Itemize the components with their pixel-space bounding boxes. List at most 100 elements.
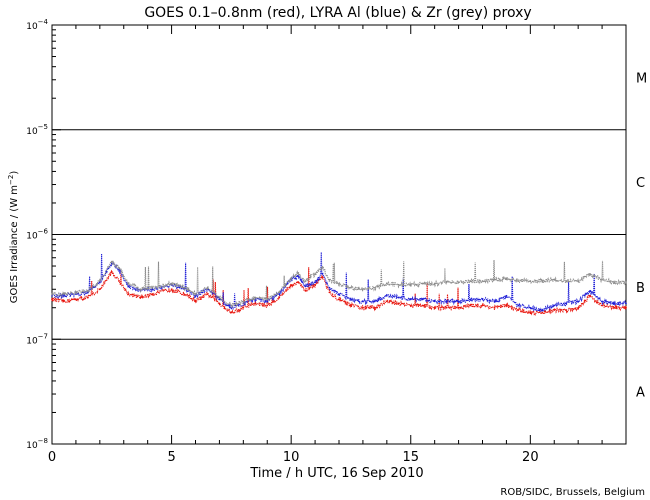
data-point <box>517 304 520 307</box>
credit-text: ROB/SIDC, Brussels, Belgium <box>500 487 645 498</box>
data-point <box>421 282 424 285</box>
data-point <box>421 304 424 307</box>
data-point <box>469 304 472 307</box>
data-point <box>218 296 221 299</box>
data-point <box>433 300 436 303</box>
data-point <box>75 298 77 301</box>
data-point <box>230 311 233 314</box>
y-tick-label: 10−4 <box>26 18 48 32</box>
data-point <box>493 306 496 309</box>
data-point <box>187 288 190 291</box>
data-point <box>373 306 376 309</box>
series-1 <box>51 252 627 313</box>
data-point <box>187 294 190 297</box>
data-point <box>589 273 592 275</box>
data-point <box>127 293 130 295</box>
data-point <box>350 298 352 301</box>
flare-class-m: M <box>636 71 647 86</box>
data-point <box>625 302 627 305</box>
data-point <box>170 282 173 285</box>
data-point <box>529 306 532 309</box>
data-point <box>553 304 556 307</box>
x-axis-ticks: 0 5 10 15 20 <box>48 25 627 465</box>
data-point <box>601 300 603 303</box>
data-point <box>457 300 460 303</box>
data-point <box>613 306 615 309</box>
y-tick-label: 10−6 <box>26 228 48 242</box>
data-point <box>51 293 53 295</box>
x-tick-label: 15 <box>402 450 419 465</box>
data-point <box>118 280 120 282</box>
data-point <box>553 309 556 311</box>
data-point <box>481 304 484 307</box>
data-point <box>110 260 113 263</box>
data-point <box>218 302 221 305</box>
data-point <box>409 298 412 301</box>
data-point <box>194 293 197 295</box>
data-point <box>362 300 364 303</box>
x-tick-label: 0 <box>48 450 56 465</box>
flare-class-labels: A B C M <box>636 71 647 400</box>
data-point <box>529 280 532 282</box>
data-point <box>385 300 388 303</box>
data-point <box>601 278 603 281</box>
data-point <box>297 271 300 274</box>
data-point <box>577 306 580 309</box>
data-point <box>589 289 592 292</box>
data-point <box>328 291 331 294</box>
data-point <box>278 296 281 299</box>
data-point <box>321 266 324 268</box>
y-axis-label-sup: −2 <box>7 175 15 185</box>
data-point <box>505 304 508 307</box>
data-point <box>242 306 245 309</box>
data-point <box>409 304 412 307</box>
data-point <box>151 293 154 295</box>
data-point <box>469 280 472 282</box>
data-point <box>625 281 627 284</box>
data-point <box>304 289 307 292</box>
data-point <box>266 298 269 301</box>
y-axis-label-main: GOES Irradiance / (W m <box>9 185 20 303</box>
flare-threshold-lines <box>52 129 626 340</box>
data-point <box>314 273 316 275</box>
y-tick-label: 10−7 <box>26 332 48 346</box>
series-0 <box>51 267 627 316</box>
data-point <box>373 300 376 303</box>
data-point <box>266 304 269 307</box>
data-point <box>433 282 436 285</box>
data-point <box>314 284 316 286</box>
data-point <box>385 282 388 285</box>
data-point <box>350 286 352 289</box>
chart-title: GOES 0.1–0.8nm (red), LYRA Al (blue) & Z… <box>144 5 531 21</box>
data-point <box>290 284 293 286</box>
data-point <box>589 294 592 297</box>
data-point <box>63 293 65 295</box>
x-tick-label: 20 <box>522 450 539 465</box>
data-point <box>362 306 364 309</box>
data-point <box>278 291 281 294</box>
x-tick-label: 10 <box>283 450 300 465</box>
data-point <box>541 309 544 311</box>
data-point <box>469 298 472 301</box>
data-point <box>139 296 142 299</box>
data-point <box>493 278 496 281</box>
data-point <box>541 280 544 282</box>
y-axis-label: GOES Irradiance / (W m−2) <box>7 171 20 304</box>
data-point <box>170 288 173 291</box>
data-point <box>565 309 568 311</box>
data-point <box>127 285 130 288</box>
data-point <box>493 300 496 303</box>
data-point <box>541 311 544 314</box>
data-point <box>397 302 400 305</box>
series-2 <box>51 259 627 309</box>
data-point <box>505 294 508 297</box>
data-point <box>409 284 412 286</box>
data-point <box>127 282 130 285</box>
y-axis-ticks: 10−8 10−7 10−6 10−5 10−4 <box>26 18 61 451</box>
data-point <box>304 280 307 282</box>
data-point <box>98 281 101 284</box>
data-point <box>194 300 197 303</box>
series-layer <box>51 252 627 316</box>
y-axis-label-close: ) <box>9 171 20 175</box>
